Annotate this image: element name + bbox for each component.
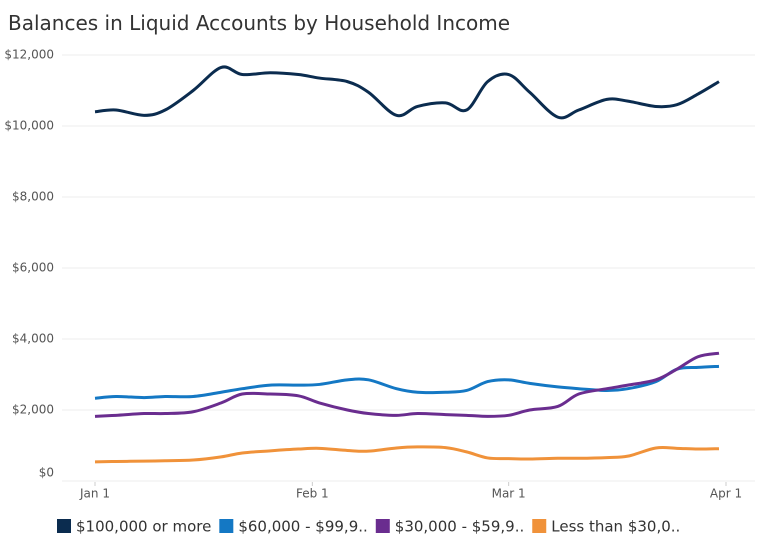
- y-tick-label: $2,000: [12, 403, 54, 417]
- series-line: [94, 364, 720, 400]
- legend-label: $100,000 or more: [76, 518, 211, 536]
- legend-label: $60,000 - $99,9..: [238, 518, 367, 536]
- legend-swatch: [57, 519, 71, 533]
- series-line: [94, 445, 720, 464]
- x-tick-label: Apr 1: [710, 487, 742, 501]
- legend-swatch: [532, 519, 547, 533]
- x-tick-label: Mar 1: [492, 487, 526, 501]
- series-line: [94, 65, 720, 120]
- legend-label: $30,000 - $59,9..: [395, 518, 524, 536]
- y-tick-label: $10,000: [4, 119, 54, 133]
- x-tick-label: Jan 1: [79, 487, 110, 501]
- chart-title: Balances in Liquid Accounts by Household…: [8, 11, 510, 35]
- legend-swatch: [375, 519, 390, 533]
- series-line: [94, 351, 720, 418]
- y-tick-label: $0: [39, 466, 54, 480]
- y-tick-label: $6,000: [12, 261, 54, 275]
- y-tick-label: $4,000: [12, 332, 54, 346]
- y-tick-label: $8,000: [12, 190, 54, 204]
- x-tick-label: Feb 1: [296, 487, 329, 501]
- legend-label: Less than $30,0..: [551, 518, 680, 536]
- legend-swatch: [219, 519, 234, 533]
- y-tick-label: $12,000: [4, 48, 54, 62]
